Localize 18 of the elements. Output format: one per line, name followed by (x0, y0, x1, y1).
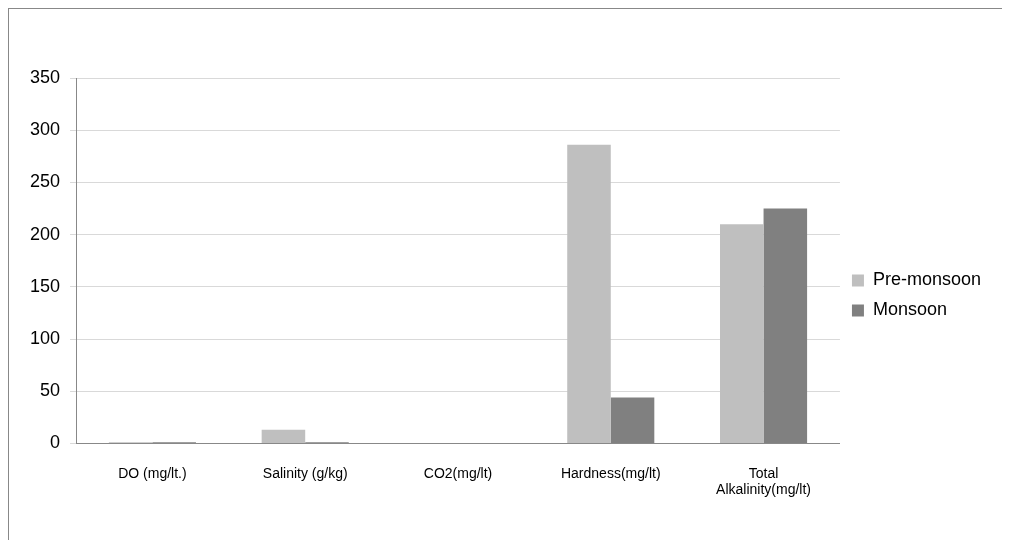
x-tick-label: DO (mg/lt.) (118, 464, 187, 481)
y-tick-label: 250 (29, 171, 61, 192)
bar (567, 144, 611, 443)
y-tick-label: 100 (29, 327, 61, 348)
y-tick-label: 50 (40, 380, 61, 401)
y-tick-label: 0 (50, 432, 61, 453)
x-tick-label: CO2(mg/lt) (423, 464, 493, 481)
x-tick-label: Total Alkalinity(mg/lt) (716, 464, 812, 498)
y-tick-label: 200 (29, 223, 61, 244)
legend-label: Monsoon (872, 299, 948, 320)
x-tick-label: Hardness(mg/lt) (560, 464, 661, 481)
bar (261, 429, 306, 443)
y-tick-label: 300 (29, 119, 61, 140)
x-tick-label: Salinity (g/kg) (262, 464, 348, 481)
legend-label: Pre-monsoon (872, 269, 982, 290)
bar (720, 224, 764, 443)
y-tick-label: 350 (29, 66, 61, 87)
y-tick-label: 150 (29, 275, 61, 296)
